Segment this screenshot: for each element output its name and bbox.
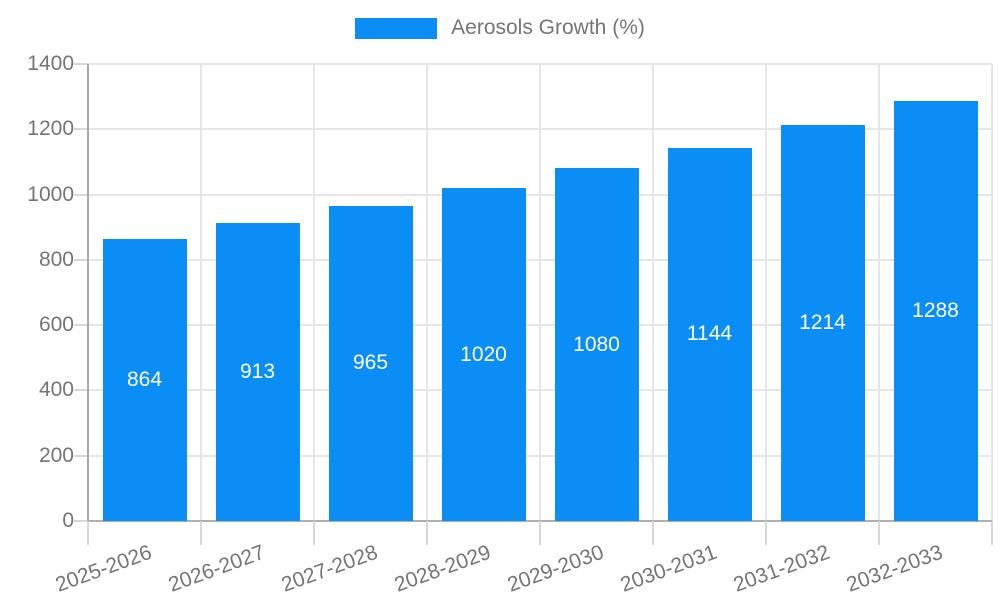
gridline-horizontal — [88, 193, 992, 196]
x-tick — [426, 521, 428, 545]
x-tick — [539, 521, 541, 545]
y-axis-label: 1400 — [27, 52, 74, 75]
y-tick — [74, 324, 88, 327]
bar — [554, 168, 639, 521]
bar — [215, 222, 300, 521]
y-axis-label: 600 — [38, 313, 74, 337]
bar — [667, 147, 752, 521]
bar — [328, 205, 413, 521]
gridline-horizontal — [88, 324, 992, 327]
x-tick — [313, 521, 315, 545]
gridline-vertical — [878, 64, 880, 521]
x-tick — [652, 521, 654, 545]
gridline-horizontal — [88, 128, 992, 131]
gridline-vertical — [652, 64, 654, 521]
y-axis-label: 200 — [38, 443, 74, 467]
y-tick — [74, 454, 88, 457]
x-tick — [200, 521, 202, 545]
bar — [893, 100, 978, 521]
bar-value-label: 1020 — [460, 342, 507, 366]
y-tick — [74, 520, 88, 522]
x-axis-label: 2029-2030 — [504, 540, 607, 597]
bar-value-label: 864 — [126, 367, 163, 391]
y-axis-line — [87, 64, 89, 521]
gridline-vertical — [539, 64, 541, 521]
x-tick — [878, 521, 880, 545]
y-axis-label: 800 — [38, 247, 74, 271]
x-tick — [765, 521, 767, 545]
x-axis-label: 2032-2033 — [843, 540, 946, 597]
x-axis-label: 2030-2031 — [617, 540, 720, 597]
x-axis-label: 2031-2032 — [730, 540, 833, 597]
chart-legend: Aerosols Growth (%) — [0, 16, 1000, 40]
x-axis-label: 2027-2028 — [278, 540, 381, 597]
y-axis-label: 0 — [62, 509, 74, 532]
bar — [441, 188, 526, 521]
bar-value-label: 1288 — [912, 298, 959, 322]
y-tick — [74, 128, 88, 131]
legend-swatch — [355, 17, 438, 39]
y-tick — [74, 389, 88, 392]
gridline-horizontal — [88, 258, 992, 261]
x-tick — [991, 521, 993, 545]
bar-value-label: 965 — [352, 351, 389, 375]
bar-value-label: 913 — [239, 359, 276, 383]
x-axis-label: 2028-2029 — [391, 540, 494, 597]
gridline-vertical — [426, 64, 428, 521]
y-axis-label: 1000 — [27, 182, 74, 206]
legend-label: Aerosols Growth (%) — [451, 16, 645, 39]
x-tick — [87, 521, 89, 545]
gridline-horizontal — [88, 389, 992, 392]
y-tick — [74, 258, 88, 261]
gridline-vertical — [313, 64, 315, 521]
gridline-vertical — [200, 64, 202, 521]
bar-value-label: 1080 — [573, 332, 620, 356]
bar — [780, 124, 865, 521]
x-axis-label: 2026-2027 — [165, 540, 268, 597]
bar-value-label: 1144 — [686, 322, 733, 346]
gridline-horizontal — [88, 63, 992, 65]
bar — [102, 238, 187, 521]
y-tick — [74, 63, 88, 65]
gridline-vertical — [991, 64, 993, 521]
y-axis-label: 400 — [38, 378, 74, 402]
y-tick — [74, 193, 88, 196]
x-axis-label: 2025-2026 — [52, 540, 155, 597]
gridline-vertical — [765, 64, 767, 521]
y-axis-label: 1200 — [27, 117, 74, 141]
bar-value-label: 1214 — [799, 310, 846, 334]
gridline-horizontal — [88, 454, 992, 457]
